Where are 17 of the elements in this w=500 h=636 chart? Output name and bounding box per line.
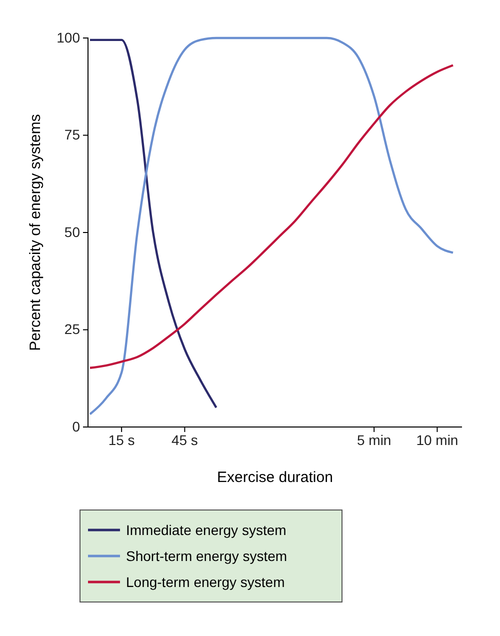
x-tick-label: 15 s (108, 432, 135, 448)
y-tick-label: 100 (56, 29, 80, 46)
y-tick-label: 0 (72, 418, 80, 434)
legend-label: Short-term energy system (126, 548, 288, 564)
y-tick-label: 50 (64, 224, 80, 240)
legend-label: Long-term energy system (126, 574, 285, 590)
line-series (88, 64, 454, 369)
line-series (88, 38, 218, 409)
x-axis-title: Exercise duration (217, 469, 333, 486)
legend-label: Immediate energy system (126, 522, 286, 538)
line-series (88, 36, 454, 416)
y-tick-label: 25 (64, 321, 80, 338)
x-tick-label: 45 s (171, 432, 198, 448)
x-tick-label: 10 min (416, 432, 458, 448)
y-tick-label: 75 (64, 126, 80, 143)
x-tick-label: 5 min (356, 432, 392, 448)
y-axis-title: Percent capacity of energy systems (27, 114, 44, 351)
